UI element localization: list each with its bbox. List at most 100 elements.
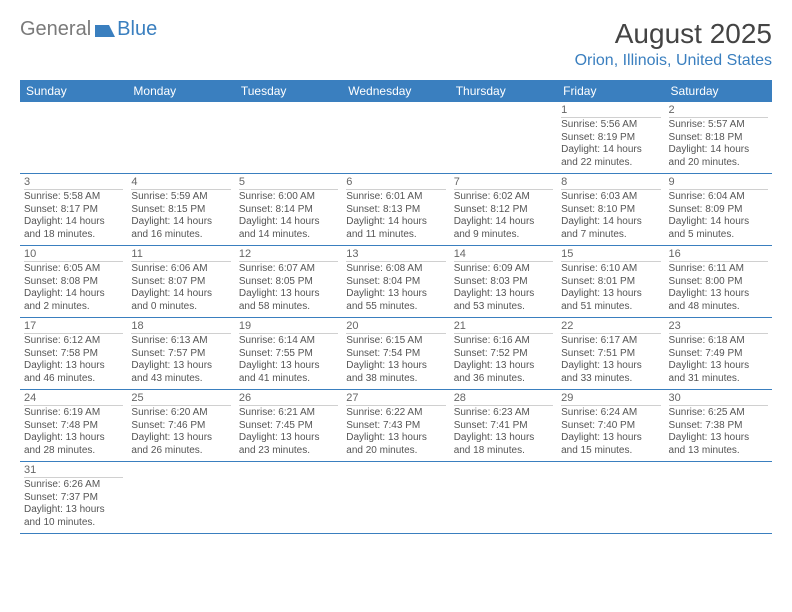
daylight-line: Daylight: 14 hours and 2 minutes. (24, 288, 123, 313)
weekday-header-row: SundayMondayTuesdayWednesdayThursdayFrid… (20, 80, 772, 102)
day-info: Sunrise: 5:56 AMSunset: 8:19 PMDaylight:… (561, 119, 660, 169)
day-cell: 13Sunrise: 6:08 AMSunset: 8:04 PMDayligh… (342, 246, 449, 318)
daylight-line: Daylight: 13 hours and 31 minutes. (669, 360, 768, 385)
weekday-header: Wednesday (342, 80, 449, 102)
sunrise-line: Sunrise: 6:09 AM (454, 263, 553, 276)
sunrise-line: Sunrise: 5:57 AM (669, 119, 768, 132)
day-cell: 2Sunrise: 5:57 AMSunset: 8:18 PMDaylight… (665, 102, 772, 174)
day-cell: 7Sunrise: 6:02 AMSunset: 8:12 PMDaylight… (450, 174, 557, 246)
day-info: Sunrise: 6:25 AMSunset: 7:38 PMDaylight:… (669, 407, 768, 457)
daylight-line: Daylight: 13 hours and 36 minutes. (454, 360, 553, 385)
day-number: 25 (131, 392, 230, 406)
sunrise-line: Sunrise: 6:06 AM (131, 263, 230, 276)
day-info: Sunrise: 6:03 AMSunset: 8:10 PMDaylight:… (561, 191, 660, 241)
day-cell: 17Sunrise: 6:12 AMSunset: 7:58 PMDayligh… (20, 318, 127, 390)
empty-cell (235, 462, 342, 534)
empty-cell (450, 462, 557, 534)
sunset-line: Sunset: 8:13 PM (346, 204, 445, 217)
sunset-line: Sunset: 8:03 PM (454, 276, 553, 289)
day-info: Sunrise: 6:10 AMSunset: 8:01 PMDaylight:… (561, 263, 660, 313)
day-number: 9 (669, 176, 768, 190)
sunrise-line: Sunrise: 6:23 AM (454, 407, 553, 420)
month-title: August 2025 (575, 18, 772, 50)
day-number: 19 (239, 320, 338, 334)
weekday-header: Saturday (665, 80, 772, 102)
daylight-line: Daylight: 13 hours and 33 minutes. (561, 360, 660, 385)
sunrise-line: Sunrise: 6:16 AM (454, 335, 553, 348)
sunset-line: Sunset: 7:40 PM (561, 420, 660, 433)
day-number: 30 (669, 392, 768, 406)
sunrise-line: Sunrise: 6:05 AM (24, 263, 123, 276)
calendar-table: SundayMondayTuesdayWednesdayThursdayFrid… (20, 80, 772, 534)
day-info: Sunrise: 6:19 AMSunset: 7:48 PMDaylight:… (24, 407, 123, 457)
empty-cell (450, 102, 557, 174)
daylight-line: Daylight: 13 hours and 26 minutes. (131, 432, 230, 457)
daylight-line: Daylight: 14 hours and 14 minutes. (239, 216, 338, 241)
day-info: Sunrise: 6:07 AMSunset: 8:05 PMDaylight:… (239, 263, 338, 313)
day-info: Sunrise: 6:04 AMSunset: 8:09 PMDaylight:… (669, 191, 768, 241)
weekday-header: Friday (557, 80, 664, 102)
day-number: 2 (669, 104, 768, 118)
empty-cell (20, 102, 127, 174)
daylight-line: Daylight: 13 hours and 53 minutes. (454, 288, 553, 313)
day-number: 29 (561, 392, 660, 406)
sunset-line: Sunset: 7:57 PM (131, 348, 230, 361)
day-number: 27 (346, 392, 445, 406)
sunrise-line: Sunrise: 6:18 AM (669, 335, 768, 348)
sunset-line: Sunset: 7:45 PM (239, 420, 338, 433)
day-number: 24 (24, 392, 123, 406)
title-block: August 2025 Orion, Illinois, United Stat… (575, 18, 772, 70)
day-info: Sunrise: 6:23 AMSunset: 7:41 PMDaylight:… (454, 407, 553, 457)
sunrise-line: Sunrise: 6:02 AM (454, 191, 553, 204)
day-cell: 1Sunrise: 5:56 AMSunset: 8:19 PMDaylight… (557, 102, 664, 174)
daylight-line: Daylight: 13 hours and 15 minutes. (561, 432, 660, 457)
empty-cell (557, 462, 664, 534)
daylight-line: Daylight: 14 hours and 5 minutes. (669, 216, 768, 241)
sunset-line: Sunset: 7:46 PM (131, 420, 230, 433)
sunrise-line: Sunrise: 6:00 AM (239, 191, 338, 204)
empty-cell (127, 462, 234, 534)
day-info: Sunrise: 6:02 AMSunset: 8:12 PMDaylight:… (454, 191, 553, 241)
daylight-line: Daylight: 14 hours and 9 minutes. (454, 216, 553, 241)
daylight-line: Daylight: 14 hours and 20 minutes. (669, 144, 768, 169)
day-number: 16 (669, 248, 768, 262)
day-number: 28 (454, 392, 553, 406)
location: Orion, Illinois, United States (575, 52, 772, 70)
daylight-line: Daylight: 13 hours and 43 minutes. (131, 360, 230, 385)
day-cell: 28Sunrise: 6:23 AMSunset: 7:41 PMDayligh… (450, 390, 557, 462)
day-info: Sunrise: 6:13 AMSunset: 7:57 PMDaylight:… (131, 335, 230, 385)
sunrise-line: Sunrise: 5:56 AM (561, 119, 660, 132)
sunset-line: Sunset: 7:55 PM (239, 348, 338, 361)
day-info: Sunrise: 6:11 AMSunset: 8:00 PMDaylight:… (669, 263, 768, 313)
day-info: Sunrise: 6:01 AMSunset: 8:13 PMDaylight:… (346, 191, 445, 241)
day-number: 21 (454, 320, 553, 334)
calendar-body: 1Sunrise: 5:56 AMSunset: 8:19 PMDaylight… (20, 102, 772, 534)
sunset-line: Sunset: 8:15 PM (131, 204, 230, 217)
day-cell: 12Sunrise: 6:07 AMSunset: 8:05 PMDayligh… (235, 246, 342, 318)
day-info: Sunrise: 6:08 AMSunset: 8:04 PMDaylight:… (346, 263, 445, 313)
day-cell: 6Sunrise: 6:01 AMSunset: 8:13 PMDaylight… (342, 174, 449, 246)
sunset-line: Sunset: 8:01 PM (561, 276, 660, 289)
day-cell: 8Sunrise: 6:03 AMSunset: 8:10 PMDaylight… (557, 174, 664, 246)
calendar-row: 1Sunrise: 5:56 AMSunset: 8:19 PMDaylight… (20, 102, 772, 174)
daylight-line: Daylight: 14 hours and 11 minutes. (346, 216, 445, 241)
daylight-line: Daylight: 13 hours and 38 minutes. (346, 360, 445, 385)
sunset-line: Sunset: 8:08 PM (24, 276, 123, 289)
daylight-line: Daylight: 14 hours and 7 minutes. (561, 216, 660, 241)
day-number: 10 (24, 248, 123, 262)
day-number: 5 (239, 176, 338, 190)
sunset-line: Sunset: 7:58 PM (24, 348, 123, 361)
day-info: Sunrise: 5:57 AMSunset: 8:18 PMDaylight:… (669, 119, 768, 169)
day-cell: 15Sunrise: 6:10 AMSunset: 8:01 PMDayligh… (557, 246, 664, 318)
day-cell: 22Sunrise: 6:17 AMSunset: 7:51 PMDayligh… (557, 318, 664, 390)
sunrise-line: Sunrise: 6:22 AM (346, 407, 445, 420)
sunset-line: Sunset: 7:48 PM (24, 420, 123, 433)
day-info: Sunrise: 6:09 AMSunset: 8:03 PMDaylight:… (454, 263, 553, 313)
day-info: Sunrise: 6:20 AMSunset: 7:46 PMDaylight:… (131, 407, 230, 457)
day-number: 11 (131, 248, 230, 262)
sunset-line: Sunset: 7:51 PM (561, 348, 660, 361)
day-info: Sunrise: 5:59 AMSunset: 8:15 PMDaylight:… (131, 191, 230, 241)
day-number: 8 (561, 176, 660, 190)
weekday-header: Sunday (20, 80, 127, 102)
logo-flag-icon (95, 23, 115, 37)
